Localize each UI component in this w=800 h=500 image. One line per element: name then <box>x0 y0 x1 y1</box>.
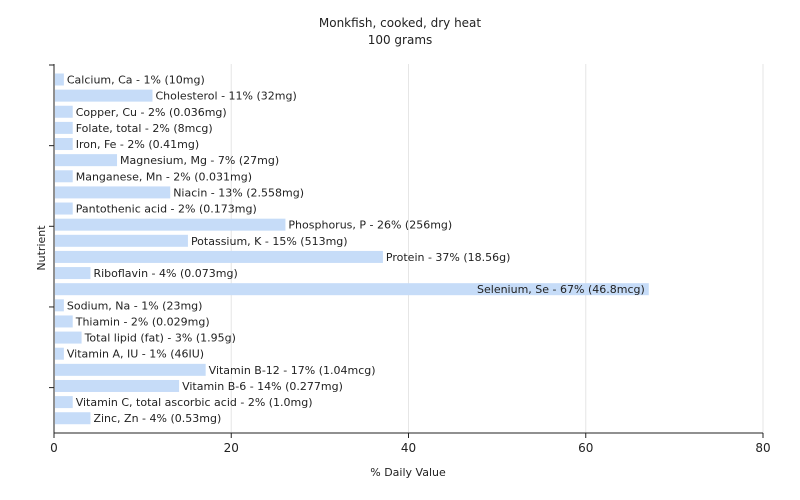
x-axis-label: % Daily Value <box>370 466 446 479</box>
bar <box>55 283 649 296</box>
bar-label: Magnesium, Mg - 7% (27mg) <box>120 154 279 167</box>
bar <box>55 218 286 231</box>
bar-label: Iron, Fe - 2% (0.41mg) <box>76 138 199 151</box>
bar-label: Vitamin B-6 - 14% (0.277mg) <box>182 380 343 393</box>
bar-label: Folate, total - 2% (8mcg) <box>76 122 213 135</box>
bar <box>55 267 91 280</box>
bar-label: Total lipid (fat) - 3% (1.95g) <box>84 332 236 345</box>
bar <box>55 105 73 118</box>
bar <box>55 138 73 151</box>
bar <box>55 121 73 134</box>
bar-label: Zinc, Zn - 4% (0.53mg) <box>93 412 221 425</box>
y-axis-label: Nutrient <box>35 225 48 271</box>
bar-label: Manganese, Mn - 2% (0.031mg) <box>76 170 252 183</box>
bar-label: Thiamin - 2% (0.029mg) <box>75 315 210 328</box>
chart-title: Monkfish, cooked, dry heat <box>319 16 482 30</box>
bar <box>55 234 188 247</box>
bar-labels: Calcium, Ca - 1% (10mg) Cholesterol - 11%… <box>67 74 645 426</box>
bar <box>55 379 180 392</box>
axes: 0 20 40 60 80 <box>49 64 771 455</box>
bar <box>55 250 383 263</box>
bar-label: Niacin - 13% (2.558mg) <box>173 186 304 199</box>
bar-label: Potassium, K - 15% (513mg) <box>191 235 348 248</box>
bar-label: Riboflavin - 4% (0.073mg) <box>93 267 237 280</box>
x-tick-label: 20 <box>224 441 239 455</box>
bar-label: Vitamin B-12 - 17% (1.04mcg) <box>209 364 376 377</box>
bar <box>55 202 73 215</box>
bar <box>55 154 118 167</box>
gridlines <box>230 64 764 433</box>
bar-label: Calcium, Ca - 1% (10mg) <box>67 74 205 87</box>
bar-label: Pantothenic acid - 2% (0.173mg) <box>76 203 257 216</box>
bar <box>55 299 64 312</box>
bar-label: Vitamin C, total ascorbic acid - 2% (1.0… <box>76 396 313 409</box>
bar-label: Sodium, Na - 1% (23mg) <box>67 299 203 312</box>
bar-label: Protein - 37% (18.56g) <box>386 251 511 264</box>
bar <box>55 347 64 360</box>
bar-label: Copper, Cu - 2% (0.036mg) <box>76 106 227 119</box>
x-tick-label: 80 <box>755 441 770 455</box>
x-tick-label: 0 <box>50 441 58 455</box>
bar-label: Phosphorus, P - 26% (256mg) <box>288 219 452 232</box>
bar <box>55 315 73 328</box>
x-tick-label: 40 <box>401 441 416 455</box>
bar-label: Selenium, Se - 67% (46.8mcg) <box>477 283 645 296</box>
bar <box>55 170 73 183</box>
bar <box>55 363 206 376</box>
bar <box>55 331 82 344</box>
chart-subtitle: 100 grams <box>368 33 433 47</box>
x-tick-label: 60 <box>578 441 593 455</box>
bar <box>55 89 153 102</box>
bar <box>55 186 171 199</box>
bar <box>55 396 73 409</box>
bar <box>55 73 64 86</box>
bar-label: Cholesterol - 11% (32mg) <box>155 90 296 103</box>
bar-label: Vitamin A, IU - 1% (46IU) <box>67 348 204 361</box>
bars <box>55 73 649 425</box>
bar <box>55 412 91 425</box>
